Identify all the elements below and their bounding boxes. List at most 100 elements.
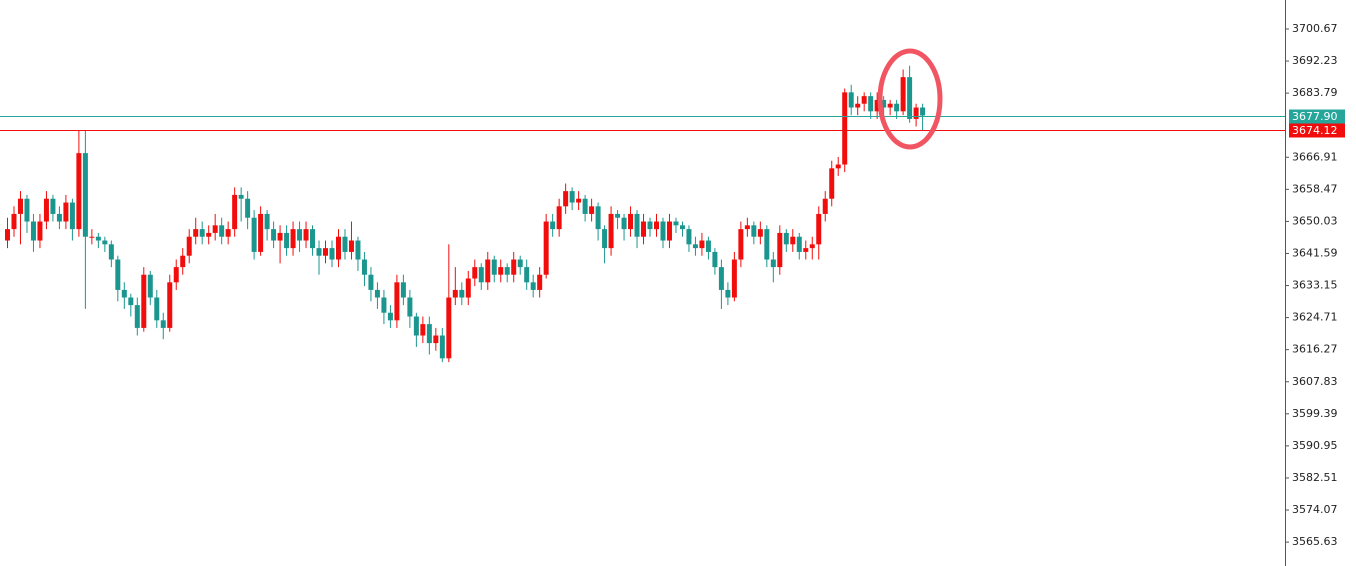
candle-body [589, 206, 595, 214]
y-tick-label: 3633.15 [1292, 279, 1338, 292]
candle-body [76, 153, 82, 230]
candle-body [433, 335, 439, 344]
candle-body [809, 244, 815, 249]
candle-body [822, 198, 828, 214]
candle-body [160, 320, 166, 328]
candle-body [842, 92, 848, 165]
candle-body [654, 221, 659, 230]
candle-body [355, 240, 361, 260]
candle-body [154, 297, 160, 321]
candle-body [407, 297, 413, 317]
candle-body [907, 77, 913, 119]
candle-body [602, 229, 608, 249]
candle-body [868, 96, 874, 112]
y-tick-label: 3666.91 [1292, 150, 1338, 163]
candle-body [199, 229, 205, 237]
candle-body [796, 236, 802, 252]
candle-body [498, 267, 504, 275]
price-label: 3677.90 [1292, 110, 1338, 123]
candle-body [913, 107, 919, 119]
candle-body [95, 236, 101, 241]
candle-body [764, 229, 770, 260]
candle-body [5, 229, 10, 241]
y-tick-label: 3582.51 [1292, 471, 1338, 484]
candle-body [206, 232, 212, 237]
candle-body [608, 213, 614, 249]
candle-body [290, 229, 296, 249]
y-tick-label: 3683.79 [1292, 86, 1338, 99]
candle-body [167, 282, 173, 328]
y-tick-label: 3692.23 [1292, 54, 1338, 67]
candle-body [212, 225, 218, 233]
candle-body [245, 198, 251, 218]
candle-body [271, 229, 277, 241]
candle-body [699, 240, 705, 249]
candle-body [770, 259, 776, 268]
candle-body [874, 99, 880, 112]
y-tick-label: 3590.95 [1292, 439, 1338, 452]
candle-body [37, 221, 43, 241]
candle-body [56, 213, 62, 222]
candle-body [316, 248, 322, 256]
y-tick-label: 3624.71 [1292, 311, 1338, 324]
candle-body [725, 289, 731, 298]
candle-body [420, 324, 426, 336]
candle-body [69, 202, 75, 230]
candle-body [134, 305, 140, 328]
candle-body [310, 229, 316, 249]
candle-body [692, 244, 698, 249]
candle-body [848, 92, 854, 108]
candle-body [82, 153, 88, 237]
candle-body [641, 221, 647, 237]
candle-body [50, 198, 56, 214]
candle-body [413, 316, 419, 336]
candle-body [225, 229, 231, 237]
candle-body [115, 259, 121, 290]
candle-body [264, 213, 270, 230]
y-tick-label: 3607.83 [1292, 375, 1338, 388]
candle-body [816, 213, 822, 245]
candle-body [491, 259, 497, 275]
candle-body [147, 274, 153, 298]
candle-body [615, 213, 621, 218]
candle-body [718, 267, 724, 290]
candle-body [673, 221, 679, 226]
y-tick-label: 3599.39 [1292, 407, 1338, 420]
candle-body [705, 240, 711, 252]
candle-body [861, 96, 867, 104]
candle-body [128, 297, 134, 306]
candle-body [11, 213, 17, 230]
candle-body [576, 198, 582, 203]
candle-body [193, 229, 199, 237]
y-tick-label: 3658.47 [1292, 182, 1338, 195]
candle-body [284, 232, 290, 249]
candle-body [920, 107, 926, 116]
candle-body [232, 194, 238, 230]
candle-body [524, 267, 530, 283]
candle-body [258, 213, 264, 252]
candle-body [855, 103, 861, 108]
candle-body [342, 236, 348, 252]
candle-body [361, 259, 367, 275]
candle-body [738, 229, 744, 260]
y-tick-label: 3616.27 [1292, 343, 1338, 356]
candle-body [238, 194, 244, 199]
candle-body [465, 278, 471, 298]
candle-body [731, 259, 737, 298]
candle-body [329, 248, 335, 260]
candle-body [621, 217, 627, 230]
candle-body [108, 244, 114, 260]
y-tick-label: 3574.07 [1292, 503, 1338, 516]
candle-body [537, 274, 543, 290]
candle-body [180, 255, 186, 268]
candle-body [24, 198, 30, 222]
candle-body [30, 221, 36, 241]
candle-body [679, 225, 685, 230]
price-label: 3674.12 [1292, 124, 1338, 137]
candle-body [121, 289, 127, 298]
candle-body [686, 229, 692, 245]
candle-body [251, 217, 257, 252]
candle-body [511, 259, 517, 275]
